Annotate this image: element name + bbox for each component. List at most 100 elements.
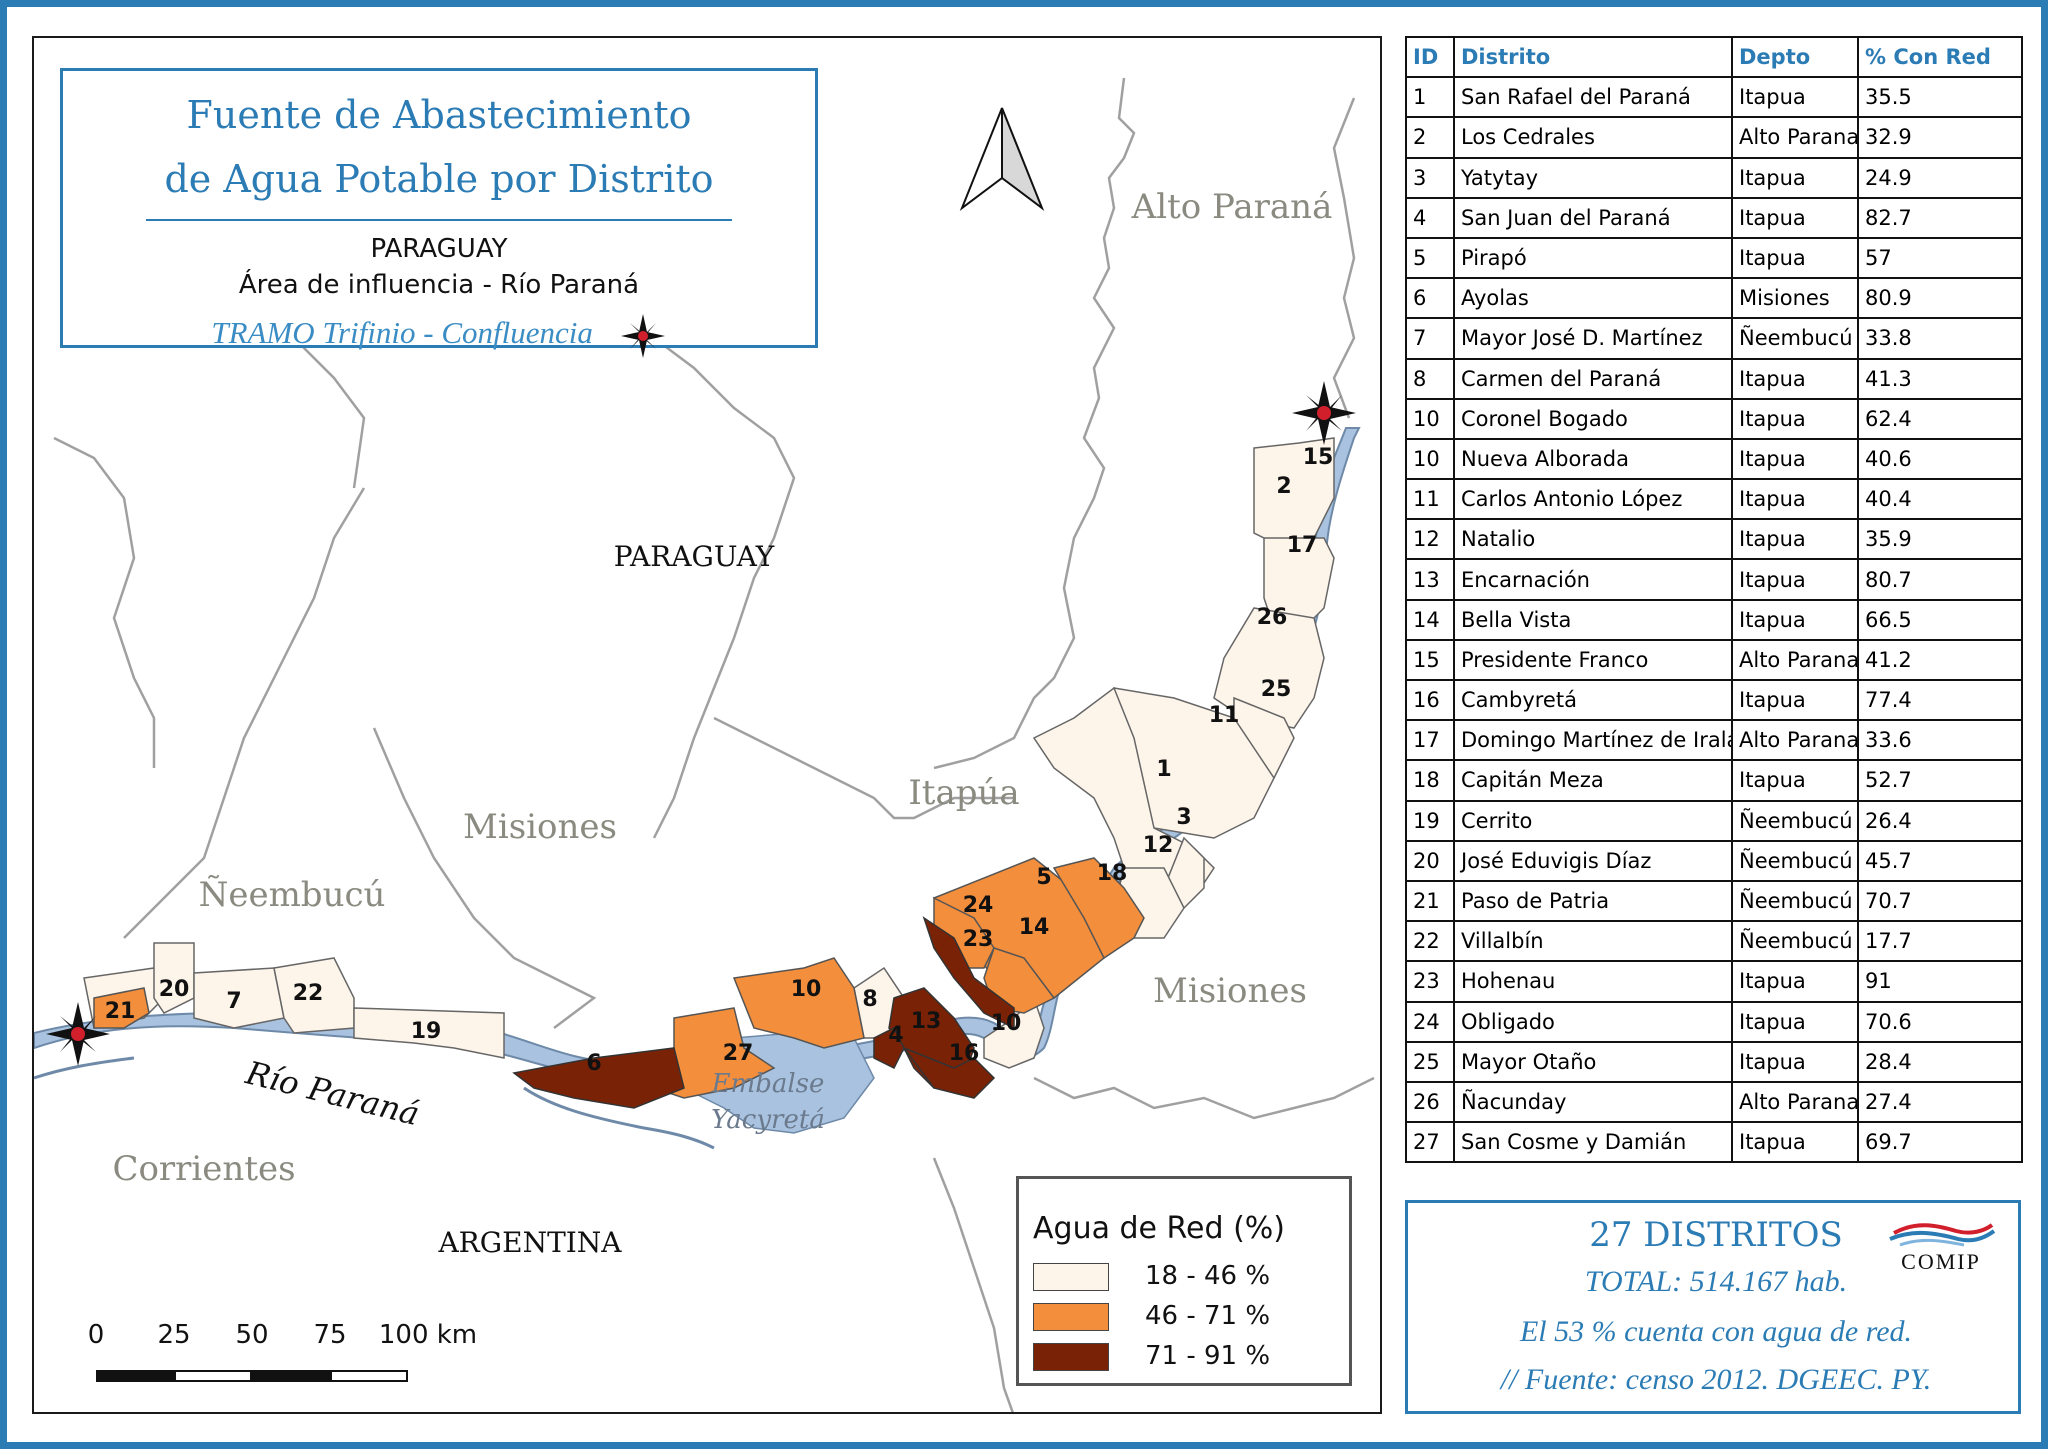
scale-segment [252,1370,330,1382]
district-label: 5 [1036,865,1051,890]
cell-depto: Ñeembucú [1731,799,1859,842]
cell-depto: Itapua [1731,156,1859,199]
table-row: 3 Yatytay Itapua 24.9 [1405,156,2023,199]
district-label: 25 [1261,677,1292,702]
table-row: 10 Coronel Bogado Itapua 62.4 [1405,397,2023,440]
border-north-west [293,337,366,489]
cell-id: 26 [1405,1080,1455,1124]
cell-id: 15 [1405,638,1455,682]
cell-con-red: 80.9 [1857,277,2023,320]
border-misiones-west [372,727,597,1029]
cell-depto: Alto Parana [1731,638,1859,682]
scale-segment [174,1370,252,1382]
comip-wave-icon [1889,1223,1996,1247]
cell-id: 17 [1405,719,1455,762]
cell-con-red: 57 [1857,236,2023,280]
border-far-west [53,436,156,768]
legend-label: 71 - 91 % [1145,1341,1271,1371]
scale-label: 75 [313,1320,347,1350]
cell-con-red: 26.4 [1857,799,2023,842]
table-row: 8 Carmen del Paraná Itapua 41.3 [1405,357,2023,400]
district-label: 11 [1209,703,1240,728]
scale-segment [96,1370,174,1382]
districts-mid [93,857,1145,1099]
district-label: 13 [911,1009,942,1034]
cell-id: 2 [1405,116,1455,159]
map-title-line2: de Agua Potable por Distrito [164,157,714,201]
cell-id: 25 [1405,1040,1455,1083]
cell-depto: Itapua [1731,236,1859,280]
north-arrow-icon [959,107,1045,211]
cell-distrito: San Cosme y Damián [1453,1121,1733,1164]
subtitle-tramo-text: TRAMO Trifinio - Confluencia [211,315,593,350]
cell-distrito: San Rafael del Paraná [1453,76,1733,119]
cell-distrito: Ayolas [1453,277,1733,320]
district-2 [1253,437,1335,549]
cell-id: 12 [1405,518,1455,561]
region-label-rio-parana: Río Paraná [241,1053,423,1133]
cell-distrito: Carmen del Paraná [1453,357,1733,400]
region-labels: PARAGUAY ARGENTINA Alto Paraná Itapúa Mi… [112,187,1332,1259]
table-row: 2 Los Cedrales Alto Parana 32.9 [1405,116,2023,159]
district-label: 23 [963,927,994,952]
cell-depto: Itapua [1731,759,1859,802]
subtitle-country: PARAGUAY [370,234,508,264]
district-label: 2 [1276,474,1291,499]
districts-high [512,916,1015,1109]
cell-distrito: Obligado [1453,1000,1733,1043]
cell-depto: Alto Parana [1731,719,1859,762]
cell-con-red: 33.8 [1857,317,2023,360]
title-divider [146,219,732,221]
cell-id: 19 [1405,799,1455,842]
district-19 [353,1007,505,1059]
summary-coverage: El 53 % cuenta con agua de red. [1519,1315,1913,1348]
cell-distrito: Yatytay [1453,156,1733,199]
summary-box: 27 DISTRITOS TOTAL: 514.167 hab. El 53 %… [1405,1200,2021,1414]
table-row: 22 Villalbín Ñeembucú 17.7 [1405,920,2023,963]
scale-label: 50 [235,1320,269,1350]
cell-depto: Itapua [1731,1000,1859,1043]
table-row: 5 Pirapó Itapua 57 [1405,236,2023,280]
cell-distrito: Presidente Franco [1453,638,1733,682]
district-label: 7 [226,989,241,1014]
cell-con-red: 40.4 [1857,478,2023,521]
table-row: 21 Paso de Patria Ñeembucú 70.7 [1405,879,2023,923]
cell-depto: Itapua [1731,1121,1859,1164]
region-label-yacyreta: Yacyretá [711,1105,825,1135]
cell-depto: Misiones [1731,277,1859,320]
district-label: 20 [159,977,190,1002]
cell-id: 5 [1405,236,1455,280]
cell-con-red: 91 [1857,960,2023,1003]
cell-con-red: 32.9 [1857,116,2023,159]
scale-label: 25 [157,1320,191,1350]
table-row: 25 Mayor Otaño Itapua 28.4 [1405,1040,2023,1083]
title-box: Fuente de Abastecimiento de Agua Potable… [60,68,818,358]
table-header-row: ID Distrito Depto % Con Red [1405,35,2023,79]
cell-id: 24 [1405,1000,1455,1043]
cell-depto: Ñeembucú [1731,879,1859,923]
cell-id: 7 [1405,317,1455,360]
cell-con-red: 24.9 [1857,156,2023,199]
cell-depto: Alto Parana [1731,116,1859,159]
cell-distrito: Paso de Patria [1453,879,1733,923]
cell-depto: Ñeembucú [1731,839,1859,882]
region-label-paraguay: PARAGUAY [614,540,775,573]
comip-logo: COMIP [1886,1217,1996,1277]
district-label: 1 [1156,757,1171,782]
border-itapua-misiones [713,716,1014,820]
cell-id: 13 [1405,558,1455,601]
cell-depto: Itapua [1731,478,1859,521]
column-header-distrito: Distrito [1453,35,1733,79]
district-6 [512,1047,685,1109]
cell-distrito: Cerrito [1453,799,1733,842]
cell-con-red: 33.6 [1857,719,2023,762]
scale-label: 100 km [378,1320,478,1350]
cell-id: 27 [1405,1121,1455,1164]
cell-con-red: 40.6 [1857,437,2023,481]
district-14 [983,947,1056,1014]
border-alto-parana-east [1332,97,1356,419]
district-label: 19 [411,1019,442,1044]
summary-heading: 27 DISTRITOS [1589,1215,1843,1255]
border-misiones-north [613,326,796,839]
